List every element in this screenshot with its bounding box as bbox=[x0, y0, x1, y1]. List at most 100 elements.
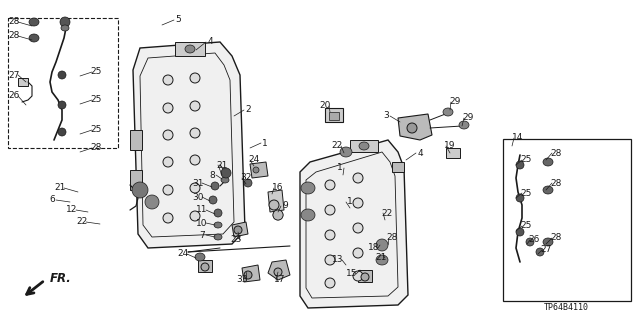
Circle shape bbox=[190, 211, 200, 221]
Bar bbox=[18, 78, 28, 86]
Circle shape bbox=[407, 123, 417, 133]
Ellipse shape bbox=[214, 234, 222, 240]
Text: 12: 12 bbox=[67, 205, 77, 214]
Bar bbox=[175, 42, 205, 56]
Text: 27: 27 bbox=[8, 70, 20, 79]
Text: 15: 15 bbox=[346, 270, 358, 278]
Text: 24: 24 bbox=[177, 249, 189, 258]
Text: 22: 22 bbox=[76, 218, 88, 226]
Text: 17: 17 bbox=[275, 276, 285, 285]
Polygon shape bbox=[133, 42, 245, 248]
Bar bbox=[130, 170, 142, 190]
Ellipse shape bbox=[516, 228, 524, 236]
Circle shape bbox=[190, 128, 200, 138]
Text: 26: 26 bbox=[8, 92, 20, 100]
Text: 16: 16 bbox=[272, 183, 284, 192]
Text: 31: 31 bbox=[192, 179, 204, 188]
Ellipse shape bbox=[58, 71, 66, 79]
Text: 29: 29 bbox=[462, 114, 474, 122]
Ellipse shape bbox=[253, 167, 259, 173]
Text: 3: 3 bbox=[383, 112, 389, 121]
Text: 10: 10 bbox=[196, 219, 208, 227]
Text: 14: 14 bbox=[512, 133, 524, 143]
Bar bbox=[8, 18, 118, 148]
Text: 25: 25 bbox=[520, 189, 532, 197]
Polygon shape bbox=[250, 162, 268, 178]
Polygon shape bbox=[268, 260, 290, 280]
Bar bbox=[130, 130, 142, 150]
Text: 21: 21 bbox=[54, 183, 66, 192]
Text: 20: 20 bbox=[319, 101, 331, 110]
Circle shape bbox=[353, 248, 363, 258]
Text: FR.: FR. bbox=[50, 271, 72, 285]
Bar bbox=[198, 260, 212, 272]
Bar bbox=[503, 139, 631, 301]
Text: 19: 19 bbox=[444, 142, 456, 151]
Polygon shape bbox=[300, 140, 408, 308]
Ellipse shape bbox=[221, 177, 229, 183]
Ellipse shape bbox=[60, 17, 70, 27]
Text: 33: 33 bbox=[236, 276, 248, 285]
Text: 25: 25 bbox=[90, 125, 102, 135]
Ellipse shape bbox=[58, 101, 66, 109]
Text: 9: 9 bbox=[282, 202, 288, 211]
Text: 22: 22 bbox=[332, 142, 342, 151]
Text: 2: 2 bbox=[245, 106, 251, 115]
Ellipse shape bbox=[145, 195, 159, 209]
Text: 25: 25 bbox=[520, 221, 532, 231]
Text: 11: 11 bbox=[196, 205, 208, 214]
Text: TP64B4110: TP64B4110 bbox=[543, 303, 589, 313]
Bar bbox=[392, 162, 404, 172]
Ellipse shape bbox=[209, 196, 217, 204]
Text: 13: 13 bbox=[332, 256, 344, 264]
Ellipse shape bbox=[543, 158, 553, 166]
Circle shape bbox=[353, 271, 363, 281]
Ellipse shape bbox=[211, 182, 219, 190]
Polygon shape bbox=[398, 114, 432, 140]
Ellipse shape bbox=[516, 194, 524, 202]
Bar bbox=[329, 112, 339, 120]
Circle shape bbox=[325, 180, 335, 190]
Ellipse shape bbox=[185, 45, 195, 53]
Text: 32: 32 bbox=[240, 174, 252, 182]
Ellipse shape bbox=[376, 255, 388, 265]
Text: 28: 28 bbox=[90, 144, 102, 152]
Polygon shape bbox=[232, 222, 248, 237]
Ellipse shape bbox=[340, 147, 352, 157]
Ellipse shape bbox=[273, 210, 283, 220]
Ellipse shape bbox=[543, 238, 553, 246]
Bar bbox=[358, 270, 372, 282]
Polygon shape bbox=[242, 265, 260, 282]
Ellipse shape bbox=[214, 222, 222, 228]
Circle shape bbox=[163, 157, 173, 167]
Text: 25: 25 bbox=[90, 95, 102, 105]
Text: 22: 22 bbox=[381, 209, 392, 218]
Circle shape bbox=[190, 183, 200, 193]
Text: 30: 30 bbox=[192, 192, 204, 202]
Ellipse shape bbox=[376, 239, 388, 251]
Ellipse shape bbox=[459, 121, 469, 129]
Circle shape bbox=[190, 101, 200, 111]
Text: 7: 7 bbox=[199, 231, 205, 240]
Text: 6: 6 bbox=[49, 196, 55, 204]
Text: 28: 28 bbox=[550, 234, 562, 242]
Text: 27: 27 bbox=[540, 246, 552, 255]
Text: 28: 28 bbox=[550, 179, 562, 188]
Text: 5: 5 bbox=[175, 16, 181, 25]
Ellipse shape bbox=[516, 161, 524, 169]
Circle shape bbox=[163, 185, 173, 195]
Bar bbox=[325, 108, 343, 122]
Circle shape bbox=[234, 226, 242, 234]
Ellipse shape bbox=[221, 168, 231, 178]
Text: 1: 1 bbox=[337, 164, 343, 173]
Ellipse shape bbox=[301, 209, 315, 221]
Text: 28: 28 bbox=[550, 149, 562, 158]
Ellipse shape bbox=[29, 34, 39, 42]
Text: 4: 4 bbox=[417, 149, 423, 158]
Circle shape bbox=[325, 255, 335, 265]
Bar bbox=[350, 140, 378, 152]
Circle shape bbox=[325, 278, 335, 288]
Circle shape bbox=[325, 230, 335, 240]
Ellipse shape bbox=[244, 179, 252, 187]
Ellipse shape bbox=[195, 253, 205, 261]
